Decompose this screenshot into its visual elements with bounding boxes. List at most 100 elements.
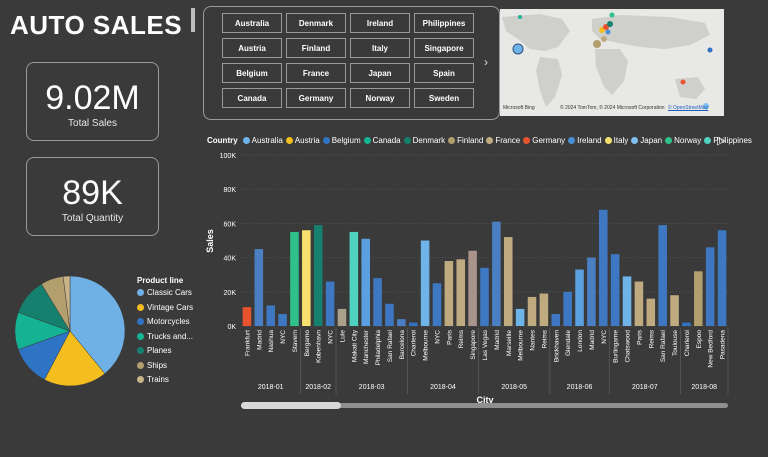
bar-nashua[interactable]: [266, 305, 275, 326]
eurasia-shape: [592, 15, 710, 49]
legend-item-norway[interactable]: Norway: [665, 136, 701, 145]
pie-legend-item[interactable]: Trains: [137, 375, 193, 390]
bar-chart-legend: Country Australia Austria Belgium Canada Denm…: [207, 136, 755, 148]
bar-melbourne[interactable]: [515, 308, 525, 326]
chart-scrollbar-thumb[interactable]: [241, 402, 341, 409]
map-attribution-text: © 2024 TomTom, © 2024 Microsoft Corporat…: [560, 105, 665, 111]
bar-bergamo[interactable]: [302, 230, 311, 326]
bar-nyc[interactable]: [325, 281, 335, 326]
bar-barcelona[interactable]: [397, 319, 406, 326]
bar-manchester[interactable]: [361, 238, 370, 326]
bar-burlingame[interactable]: [610, 254, 620, 326]
legend-item-belgium[interactable]: Belgium: [322, 136, 361, 145]
bar-charleroi[interactable]: [408, 322, 418, 326]
bar-paris[interactable]: [444, 261, 454, 326]
pie-slice-trains[interactable]: [62, 275, 71, 332]
sales-map[interactable]: Microsoft Bing © 2024 TomTom, © 2024 Mic…: [500, 9, 724, 116]
month-label: 2018-04: [430, 384, 456, 391]
bar-philadelphia[interactable]: [373, 278, 382, 326]
slicer-tile-austria[interactable]: Austria: [222, 38, 282, 58]
slicer-tile-canada[interactable]: Canada: [222, 88, 282, 108]
slicer-tile-belgium[interactable]: Belgium: [222, 63, 282, 83]
month-label: 2018-01: [258, 384, 284, 391]
bar-toulouse[interactable]: [670, 295, 679, 326]
pie-legend-dot: [137, 376, 144, 383]
legend-item-canada[interactable]: Canada: [363, 136, 401, 145]
bar-madrid[interactable]: [492, 221, 501, 326]
slicer-tile-ireland[interactable]: Ireland: [350, 13, 410, 33]
slicer-tile-philippines[interactable]: Philippines: [414, 13, 474, 33]
bar-reims[interactable]: [646, 298, 656, 326]
slicer-tile-norway[interactable]: Norway: [350, 88, 410, 108]
bar-new-bedford[interactable]: [705, 247, 715, 326]
pie-slice-classic-cars[interactable]: [69, 275, 126, 374]
slicer-tile-japan[interactable]: Japan: [350, 63, 410, 83]
bar-lule[interactable]: [337, 308, 347, 326]
legend-dot: [242, 137, 250, 144]
legend-item-france[interactable]: France: [486, 136, 520, 145]
slicer-tile-denmark[interactable]: Denmark: [286, 13, 346, 33]
legend-item-italy[interactable]: Italy: [604, 136, 628, 145]
bar-nyc[interactable]: [278, 314, 287, 326]
legend-item-denmark[interactable]: Denmark: [403, 136, 445, 145]
pie-legend-item[interactable]: Ships: [137, 361, 193, 376]
bar-chatswood[interactable]: [622, 276, 632, 326]
pie-legend-item[interactable]: Vintage Cars: [137, 303, 193, 318]
legend-item-australia[interactable]: Australia: [242, 136, 283, 145]
bar-san-rafael[interactable]: [385, 303, 394, 326]
bar-paris[interactable]: [634, 281, 644, 326]
slicer-tile-australia[interactable]: Australia: [222, 13, 282, 33]
pie-legend-item[interactable]: Classic Cars: [137, 288, 193, 303]
bar-singapore[interactable]: [468, 250, 477, 326]
bar-london[interactable]: [575, 269, 584, 326]
bar-nantes[interactable]: [527, 296, 537, 326]
bar-madrid[interactable]: [587, 257, 596, 326]
x-tick-label: Manchester: [363, 329, 370, 364]
bar-reims[interactable]: [456, 259, 466, 326]
slicer-tile-singapore[interactable]: Singapore: [414, 38, 474, 58]
bar-pasadena[interactable]: [717, 230, 727, 326]
bar-stavern[interactable]: [290, 231, 299, 326]
legend-item-ireland[interactable]: Ireland: [568, 136, 602, 145]
legend-item-philippines[interactable]: Philippines: [704, 136, 752, 145]
legend-item-japan[interactable]: Japan: [631, 136, 662, 145]
x-tick-label: Madrid: [589, 330, 596, 350]
bar-glendale[interactable]: [563, 291, 572, 326]
bar-madrid[interactable]: [254, 249, 264, 326]
legend-item-finland[interactable]: Finland: [448, 136, 483, 145]
slicer-tile-germany[interactable]: Germany: [286, 88, 346, 108]
legend-item-germany[interactable]: Germany: [523, 136, 565, 145]
legend-item-austria[interactable]: Austria: [285, 136, 320, 145]
legend-label: Philippines: [713, 136, 752, 145]
bar-makati-city[interactable]: [349, 231, 359, 326]
pie-slice-vintage-cars[interactable]: [44, 330, 106, 387]
bar-san-rafael[interactable]: [658, 225, 667, 326]
slicer-tile-finland[interactable]: Finland: [286, 38, 346, 58]
bar-charleroi[interactable]: [682, 322, 691, 326]
legend-scroll-right-icon[interactable]: ▷: [717, 135, 726, 147]
pie-legend-item[interactable]: Trucks and...: [137, 332, 193, 347]
slicer-tile-spain[interactable]: Spain: [414, 63, 474, 83]
legend-label: Germany: [532, 136, 566, 145]
pie-legend-item[interactable]: Motorcycles: [137, 317, 193, 332]
bar-kobenhavn[interactable]: [313, 225, 323, 326]
bar-las-vegas[interactable]: [480, 267, 489, 326]
bar-frankfurt[interactable]: [242, 307, 252, 326]
bar-brickhaven[interactable]: [551, 314, 561, 326]
bar-melbourne[interactable]: [420, 240, 430, 327]
slicer-tile-sweden[interactable]: Sweden: [414, 88, 474, 108]
slicer-tile-france[interactable]: France: [286, 63, 346, 83]
map-terms-link[interactable]: © OpenStreetMap: [667, 105, 709, 111]
pie-legend-item[interactable]: Planes: [137, 346, 193, 361]
bar-reims[interactable]: [539, 293, 549, 326]
bar-marseille[interactable]: [503, 237, 513, 326]
x-tick-label: Marseille: [506, 330, 513, 356]
legend-dot: [285, 137, 293, 144]
slicer-tile-italy[interactable]: Italy: [350, 38, 410, 58]
bar-nyc[interactable]: [432, 283, 442, 326]
chart-scrollbar-track[interactable]: [241, 402, 728, 409]
kpi-total-quantity-label: Total Quantity: [61, 213, 124, 224]
bar-espoo[interactable]: [694, 271, 703, 326]
chevron-right-icon[interactable]: ›: [484, 55, 488, 69]
bar-nyc[interactable]: [599, 209, 608, 326]
